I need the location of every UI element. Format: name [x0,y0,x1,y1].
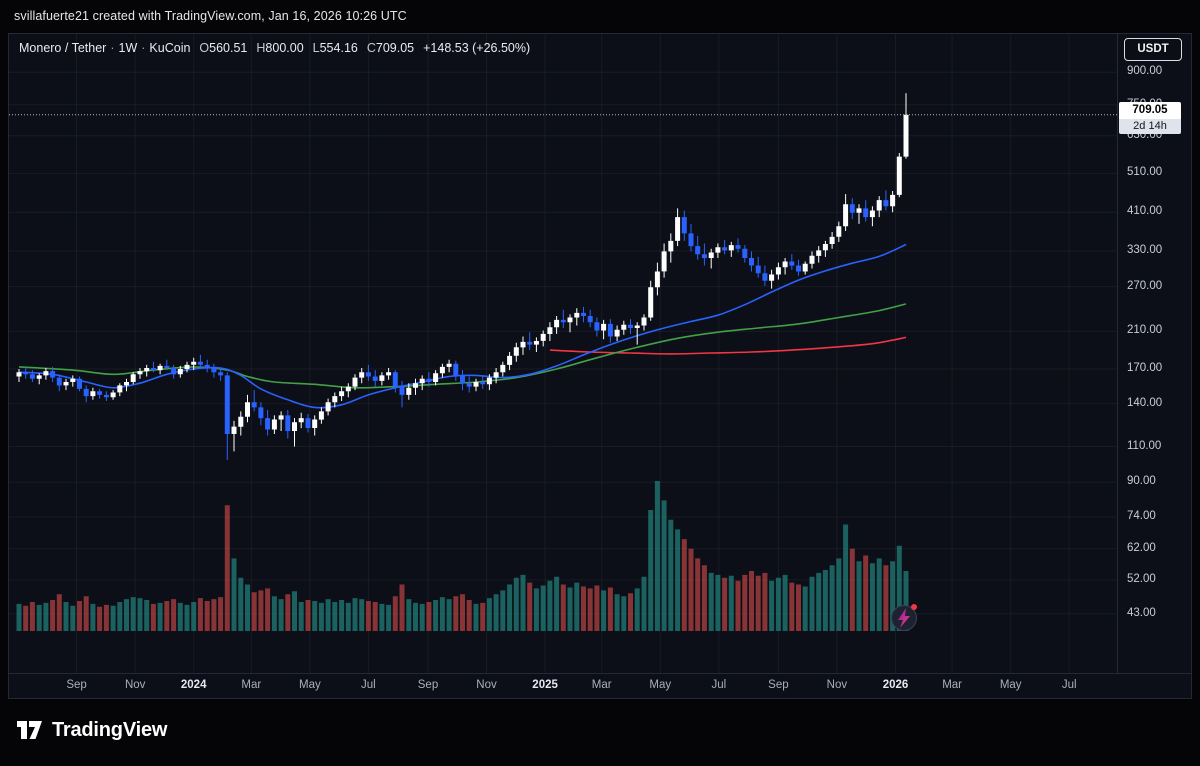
time-tick-month-label: Mar [942,679,962,691]
close-value: 709.05 [375,41,415,55]
legend-separator: · [141,41,146,55]
price-tick-label: 170.00 [1127,362,1163,374]
time-tick-month-label: Mar [241,679,262,691]
last-price-value: 709.05 [1119,101,1181,119]
close-label: C [366,41,376,55]
price-tick-label: 52.00 [1127,572,1156,585]
time-tick-month-label: Nov [476,679,497,691]
price-tick-label: 900.00 [1127,65,1163,78]
low-label: L [312,41,320,55]
bar-countdown: 2d 14h [1119,118,1181,134]
price-tick-label: 270.00 [1127,279,1163,292]
high-label: H [256,41,266,55]
price-tick-label: 62.00 [1127,541,1156,554]
price-tick-label: 410.00 [1127,205,1163,218]
time-tick-month-label: Jul [361,679,376,691]
chart-panel: Monero / Tether · 1W · KuCoin O560.51 H800.00 L… [8,33,1192,699]
interval-label: 1W [118,41,138,55]
time-tick-month-label: Nov [826,679,848,691]
price-tick-label: 330.00 [1127,243,1163,256]
price-tick-label: 210.00 [1127,324,1163,337]
time-tick-month-label: Nov [124,679,146,691]
time-tick-month-label: Sep [66,679,87,691]
price-scale[interactable]: USDT 709.05 2d 14h 900.00750.00630.00510… [1117,34,1191,673]
price-tick-label: 90.00 [1127,475,1156,488]
time-tick-month-label: Jul [1061,679,1077,691]
time-tick-year-label: 2026 [882,679,909,691]
change-value: +148.53 (+26.50%) [423,41,531,55]
symbol-name: Monero / Tether [19,41,107,55]
last-price-label: 709.05 2d 14h [1119,101,1181,134]
time-tick-year-label: 2025 [532,679,558,691]
symbol-legend: Monero / Tether · 1W · KuCoin O560.51 H800.00 L… [19,41,530,55]
low-value: 554.16 [319,41,358,55]
exchange-label: KuCoin [149,41,191,55]
time-tick-month-label: Jul [711,679,727,691]
time-tick-month-label: May [299,679,321,691]
tradingview-logo[interactable]: TradingView [16,718,167,742]
tradingview-wordmark: TradingView [52,718,168,741]
spark-icon[interactable] [891,604,918,631]
time-tick-month-label: Sep [768,679,789,691]
high-value: 800.00 [265,41,304,55]
time-tick-month-label: May [999,679,1022,691]
price-tick-label: 110.00 [1127,439,1162,452]
open-value: 560.51 [209,41,248,55]
price-tick-label: 43.00 [1127,606,1156,619]
price-tick-label: 74.00 [1127,510,1156,523]
chart-plot-area[interactable] [9,34,1117,673]
legend-separator: · [110,41,115,55]
ma-mid-green [18,303,907,389]
time-tick-month-label: Sep [417,679,439,691]
time-tick-year-label: 2024 [180,679,207,691]
price-tick-label: 510.00 [1127,166,1163,179]
tradingview-logo-icon [17,721,42,739]
time-tick-month-label: May [649,679,672,691]
currency-toggle-button[interactable]: USDT [1124,38,1182,61]
volume-bars-down [23,505,889,631]
ma-slow-red [549,336,907,355]
open-label: O [199,41,210,55]
price-tick-label: 140.00 [1127,396,1163,409]
plot-background [9,34,1117,673]
time-tick-month-label: Mar [591,679,612,691]
attribution-text: svillafuerte21 created with TradingView.… [14,9,407,23]
time-scale[interactable]: Sep Nov 2024 Mar May Jul Sep Nov 2025 Mar May Jul Se… [9,673,1191,698]
volume-bars-up [16,481,909,631]
